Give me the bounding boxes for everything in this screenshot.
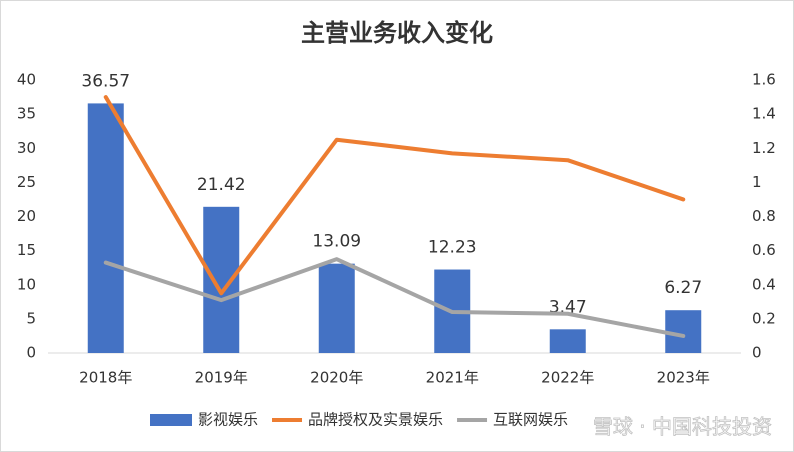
x-tick-label: 2020年 — [310, 369, 363, 387]
chart-title: 主营业务收入变化 — [301, 19, 493, 47]
legend-label: 互联网娱乐 — [493, 411, 568, 429]
data-label: 6.27 — [664, 278, 702, 298]
y-tick-label: 0 — [26, 344, 36, 362]
data-label: 21.42 — [197, 175, 246, 195]
x-tick-label: 2018年 — [79, 369, 132, 387]
y-tick-label: 10 — [17, 275, 36, 293]
bar — [318, 263, 355, 353]
y2-tick-label: 0.8 — [752, 207, 776, 225]
x-tick-label: 2023年 — [657, 369, 710, 387]
data-label: 12.23 — [428, 238, 477, 258]
legend-swatch — [150, 414, 192, 426]
legend-label: 影视娱乐 — [198, 411, 258, 429]
line — [103, 257, 686, 338]
x-tick-label: 2019年 — [195, 369, 248, 387]
bar — [87, 103, 124, 353]
x-tick-label: 2021年 — [426, 369, 479, 387]
y2-tick-label: 1.4 — [752, 105, 776, 123]
bar — [549, 329, 586, 353]
y-tick-label: 30 — [17, 139, 36, 157]
x-tick-label: 2022年 — [541, 369, 594, 387]
y-tick-label: 5 — [26, 309, 36, 327]
data-label: 13.09 — [312, 232, 361, 252]
y2-tick-label: 1.6 — [752, 71, 776, 89]
y2-tick-label: 0 — [752, 344, 762, 362]
y-tick-label: 35 — [17, 105, 36, 123]
y-tick-label: 25 — [17, 173, 36, 191]
bar — [203, 206, 240, 353]
y-tick-label: 20 — [17, 207, 36, 225]
y2-tick-label: 0.6 — [752, 241, 776, 259]
y2-tick-label: 1.2 — [752, 139, 776, 157]
line — [103, 95, 686, 296]
legend-label: 品牌授权及实景娱乐 — [308, 411, 443, 429]
y2-tick-label: 1 — [752, 173, 762, 191]
y-tick-label: 40 — [17, 71, 36, 89]
y-tick-label: 15 — [17, 241, 36, 259]
watermark: 雪球 · 中国科技投资 — [593, 415, 772, 439]
data-label: 36.57 — [81, 71, 130, 91]
y2-tick-label: 0.4 — [752, 275, 776, 293]
y2-tick-label: 0.2 — [752, 309, 776, 327]
